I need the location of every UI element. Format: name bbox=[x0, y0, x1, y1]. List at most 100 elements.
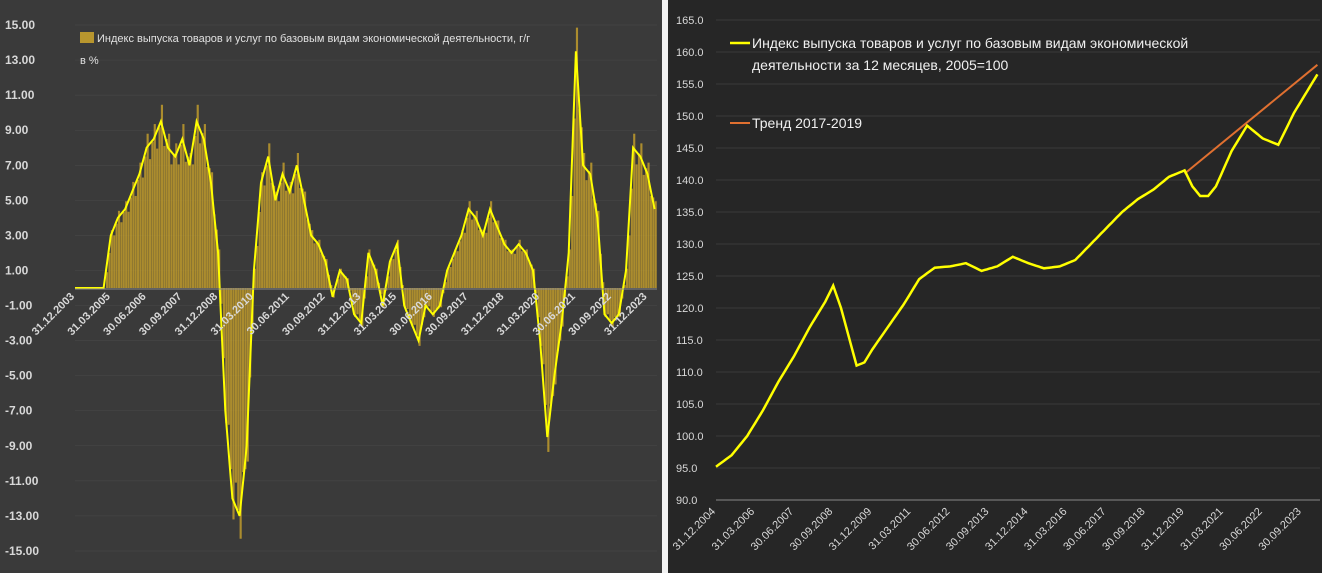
y-tick-label: 115.0 bbox=[676, 335, 703, 347]
bar bbox=[366, 276, 369, 288]
bar bbox=[258, 212, 261, 288]
bar bbox=[284, 190, 288, 288]
legend-swatch-bar bbox=[80, 32, 94, 43]
bar bbox=[358, 288, 361, 321]
bar bbox=[199, 143, 202, 288]
bar bbox=[306, 219, 309, 288]
y-tick-label: 125.0 bbox=[676, 271, 704, 283]
bar bbox=[568, 249, 571, 288]
chart-left-svg: 15.00 13.00 11.00 9.00 7.00 5.00 3.00 1.00 -1.00… bbox=[5, 18, 657, 558]
bar bbox=[473, 214, 476, 288]
bar bbox=[571, 195, 574, 288]
bar bbox=[590, 162, 593, 288]
bar bbox=[606, 288, 610, 315]
y-tick-label: 90.0 bbox=[676, 495, 697, 507]
y-tick-label: 13.00 bbox=[5, 53, 35, 67]
bar bbox=[447, 268, 450, 288]
bar bbox=[518, 239, 521, 288]
bar bbox=[516, 247, 519, 288]
bar bbox=[318, 239, 321, 288]
bar bbox=[344, 276, 347, 288]
bar bbox=[182, 124, 185, 289]
bar bbox=[270, 182, 273, 288]
bar bbox=[525, 249, 528, 288]
bar bbox=[184, 161, 187, 288]
bar bbox=[323, 255, 326, 288]
bar bbox=[237, 288, 240, 511]
bar bbox=[175, 143, 178, 288]
bar bbox=[280, 182, 283, 288]
bar bbox=[222, 288, 226, 359]
bar bbox=[354, 288, 357, 317]
bar bbox=[292, 193, 295, 288]
bar bbox=[647, 162, 650, 288]
bar bbox=[201, 133, 204, 288]
bar bbox=[597, 210, 600, 288]
bar bbox=[137, 179, 140, 288]
bar bbox=[492, 222, 495, 288]
bar bbox=[179, 144, 183, 288]
bar bbox=[542, 288, 545, 365]
bar bbox=[234, 288, 237, 483]
bar bbox=[196, 104, 199, 288]
bar bbox=[594, 203, 598, 288]
y-tick-label: 1.00 bbox=[5, 263, 29, 277]
bar bbox=[287, 185, 290, 288]
bar bbox=[277, 201, 280, 288]
bar bbox=[203, 124, 206, 289]
bar bbox=[265, 165, 268, 288]
bar bbox=[528, 261, 531, 288]
y-tick-label: 5.00 bbox=[5, 193, 29, 207]
bar bbox=[604, 288, 607, 317]
bar bbox=[206, 167, 209, 288]
bar bbox=[213, 214, 216, 288]
bar bbox=[630, 188, 633, 288]
y-tick-label: 3.00 bbox=[5, 228, 29, 242]
y-tick-label: 150.0 bbox=[676, 111, 704, 123]
bar bbox=[478, 230, 481, 288]
y-tick-label: 7.00 bbox=[5, 158, 29, 172]
y-tick-label: 135.0 bbox=[676, 207, 704, 219]
y-tick-label: 160.0 bbox=[676, 47, 704, 59]
bar bbox=[461, 230, 464, 288]
bar bbox=[303, 191, 307, 288]
bar bbox=[420, 288, 424, 325]
legend-label-line2: в % bbox=[80, 55, 99, 67]
bar bbox=[637, 153, 641, 288]
bar bbox=[172, 153, 175, 288]
bar bbox=[370, 261, 373, 288]
legend-label-index-line1: Индекс выпуска товаров и услуг по базовы… bbox=[752, 35, 1188, 51]
bar bbox=[141, 177, 144, 288]
bar bbox=[394, 250, 397, 288]
y-tick-label: 110.0 bbox=[676, 367, 703, 379]
bar bbox=[449, 266, 452, 288]
bar bbox=[225, 288, 228, 424]
y-tick-label: -15.00 bbox=[5, 544, 39, 558]
bar bbox=[356, 288, 359, 315]
bar bbox=[191, 164, 195, 288]
y-tick-label: -13.00 bbox=[5, 509, 39, 523]
y-tick-label: 130.0 bbox=[676, 239, 704, 251]
bar bbox=[156, 148, 159, 288]
bar bbox=[244, 288, 247, 470]
y-tick-label: -3.00 bbox=[5, 334, 33, 348]
bar bbox=[387, 276, 390, 288]
bar bbox=[432, 288, 435, 317]
bar bbox=[272, 185, 276, 288]
bar bbox=[633, 133, 636, 288]
bar bbox=[504, 239, 507, 288]
bar bbox=[456, 251, 459, 288]
bar bbox=[623, 285, 626, 288]
bar bbox=[654, 201, 657, 288]
bar bbox=[342, 274, 345, 288]
bar bbox=[418, 288, 421, 346]
bar bbox=[645, 168, 648, 288]
y-tick-label: 120.0 bbox=[676, 303, 704, 315]
bar bbox=[535, 288, 538, 294]
y-tick-label: 100.0 bbox=[676, 431, 704, 443]
bar bbox=[139, 162, 142, 288]
bar bbox=[444, 282, 447, 288]
bar bbox=[115, 223, 118, 288]
y-tick-label: -7.00 bbox=[5, 404, 33, 418]
bar bbox=[609, 288, 612, 321]
